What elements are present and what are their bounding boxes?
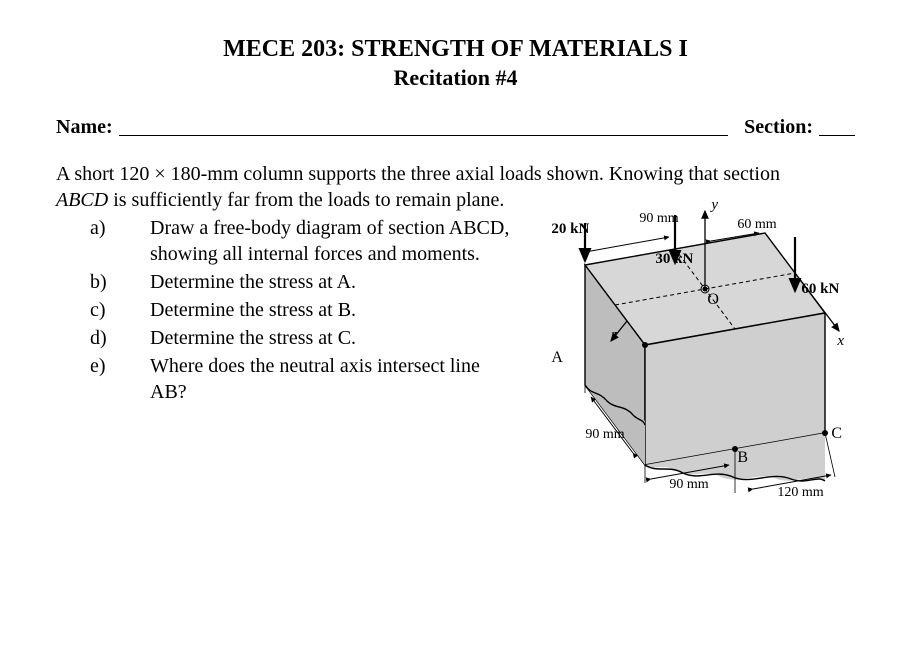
load-30-label: 30 kN — [655, 251, 693, 268]
name-input-line[interactable] — [119, 115, 728, 136]
course-title: MECE 203: STRENGTH OF MATERIALS I — [56, 36, 855, 63]
q-letter: d) — [56, 325, 150, 351]
recitation-title: Recitation #4 — [56, 65, 855, 91]
point-a — [642, 342, 648, 348]
title-block: MECE 203: STRENGTH OF MATERIALS I Recita… — [56, 36, 855, 91]
question-e: e) Where does the neutral axis intersect… — [56, 353, 515, 405]
prompt-text-2: is sufficiently far from the loads to re… — [108, 189, 504, 211]
prompt-text-1: A short 120 × 180-mm column supports the… — [56, 163, 780, 185]
question-b: b) Determine the stress at A. — [56, 269, 515, 295]
pt-a-label: A — [551, 349, 563, 367]
axis-y-label: y — [711, 197, 718, 214]
pt-o-label: O — [707, 291, 719, 309]
name-label: Name: — [56, 116, 113, 139]
q-letter: e) — [56, 353, 150, 405]
page: MECE 203: STRENGTH OF MATERIALS I Recita… — [0, 0, 911, 651]
q-text: Determine the stress at C. — [150, 325, 515, 351]
name-section-row: Name: Section: — [56, 115, 855, 139]
q-text: Where does the neutral axis intersect li… — [150, 353, 515, 405]
dim-120-label: 120 mm — [777, 485, 823, 501]
column-figure: 20 kN 30 kN 60 kN 90 mm 60 mm 90 mm 90 m… — [515, 193, 855, 553]
prompt-italic: ABCD — [56, 189, 108, 211]
q-text: Determine the stress at A. — [150, 269, 515, 295]
section-label: Section: — [744, 116, 813, 139]
pt-b-label: B — [737, 449, 748, 467]
q-letter: b) — [56, 269, 150, 295]
pt-c-label: C — [831, 425, 842, 443]
dim-60-label: 60 mm — [737, 217, 776, 233]
axis-x-label: x — [837, 333, 844, 350]
question-a: a) Draw a free-body diagram of section A… — [56, 215, 515, 267]
load-20-label: 20 kN — [551, 221, 589, 238]
question-d: d) Determine the stress at C. — [56, 325, 515, 351]
axis-z-label: z — [611, 327, 617, 344]
q-letter: a) — [56, 215, 150, 267]
q-letter: c) — [56, 297, 150, 323]
load-60-label: 60 kN — [801, 281, 839, 298]
section-input-line[interactable] — [819, 115, 855, 136]
dim-90-leftb-label: 90 mm — [669, 477, 708, 493]
question-list: a) Draw a free-body diagram of section A… — [56, 215, 515, 407]
dim-90-top — [591, 237, 669, 251]
q-text: Draw a free-body diagram of section ABCD… — [150, 215, 515, 267]
content-row: a) Draw a free-body diagram of section A… — [56, 213, 855, 553]
q-text: Determine the stress at B. — [150, 297, 515, 323]
dim-90-top-label: 90 mm — [639, 211, 678, 227]
question-c: c) Determine the stress at B. — [56, 297, 515, 323]
dim-90-lefta-label: 90 mm — [585, 427, 624, 443]
